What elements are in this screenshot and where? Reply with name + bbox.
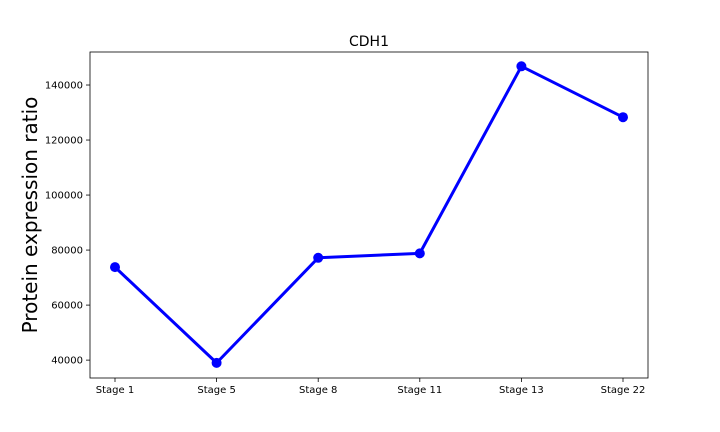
axes: 40000 60000 80000 100000 120000 140000 Stage 1… [45,51,649,396]
x-tick-label: Stage 5 [197,385,235,396]
series-line [113,64,624,365]
y-tick-label: 120000 [45,136,83,147]
y-tick-label: 80000 [51,246,83,257]
x-tick-label: Stage 22 [601,385,646,396]
plot-frame [89,51,649,379]
data-point [618,112,628,123]
x-tick-label: Stage 11 [397,385,442,396]
data-series [110,61,628,368]
y-tick-label: 140000 [45,81,83,92]
x-tick-label: Stage 1 [96,385,134,396]
data-point [516,61,527,72]
y-tick-label: 40000 [51,356,83,367]
y-tick-label: 100000 [45,191,83,202]
data-point [313,252,324,263]
x-tick-label: Stage 13 [499,385,544,396]
x-tick-label: Stage 8 [299,385,337,396]
data-point [110,262,120,273]
y-axis-label: Protein expression ratio [18,97,42,334]
data-point [414,248,425,259]
data-point [211,357,222,368]
chart-title: CDH1 [349,34,389,50]
y-tick-label: 60000 [51,301,83,312]
